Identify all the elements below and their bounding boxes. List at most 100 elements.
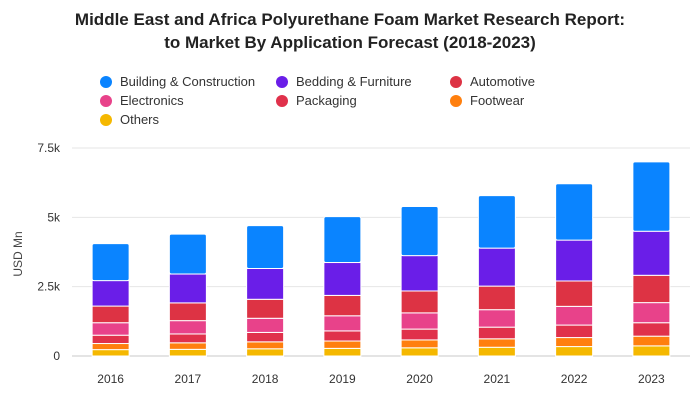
x-tick-label: 2021	[484, 372, 511, 386]
bar-segment-automotive-2021	[477, 285, 516, 311]
legend-swatch	[100, 113, 112, 126]
bar-segment-packaging-2022	[555, 324, 594, 339]
legend-item[interactable]: Automotive	[450, 74, 560, 89]
bar-segment-automotive-2019	[323, 294, 362, 317]
bar-segment-packaging-2017	[168, 333, 207, 344]
y-tick-label: 5k	[47, 210, 61, 224]
bar-segment-building-construction-2019	[323, 216, 362, 264]
legend-swatch	[276, 94, 288, 107]
legend-item[interactable]: Electronics	[100, 93, 276, 108]
legend-label: Packaging	[296, 93, 357, 108]
y-tick-label: 7.5k	[37, 141, 61, 155]
bar-segment-building-construction-2020	[400, 206, 439, 257]
bar-segment-others-2021	[477, 346, 516, 357]
y-tick-label: 0	[53, 349, 60, 363]
bar-segment-footwear-2018	[246, 341, 285, 350]
bar-segment-building-construction-2023	[632, 161, 671, 232]
legend-label: Building & Construction	[120, 74, 256, 89]
x-tick-label: 2020	[406, 372, 433, 386]
bar-stack-2017	[168, 233, 207, 357]
legend-swatch	[100, 94, 112, 107]
bar-stack-2020	[400, 206, 439, 357]
bar-segment-footwear-2021	[477, 338, 516, 348]
bar-segment-packaging-2021	[477, 326, 516, 340]
legend-label: Electronics	[120, 93, 184, 108]
bar-stack-2016	[91, 243, 130, 357]
legend-label: Footwear	[470, 93, 525, 108]
legend-item[interactable]: Packaging	[276, 93, 450, 108]
bar-segment-others-2023	[632, 345, 671, 357]
bar-segment-packaging-2018	[246, 331, 285, 343]
bar-stack-2021	[477, 195, 516, 357]
legend-swatch	[276, 75, 288, 88]
bar-segment-building-construction-2016	[91, 243, 130, 282]
legend-swatch	[450, 75, 462, 88]
y-axis-title: USD Mn	[11, 231, 25, 276]
bar-stack-2018	[246, 225, 285, 357]
bar-segment-others-2020	[400, 347, 439, 357]
bar-segment-others-2017	[168, 348, 207, 357]
bar-segment-automotive-2016	[91, 305, 130, 324]
bar-segment-bedding-furniture-2021	[477, 247, 516, 287]
bar-segment-footwear-2016	[91, 343, 130, 351]
bar-segment-electronics-2021	[477, 309, 516, 328]
bar-segment-others-2016	[91, 349, 130, 357]
bar-segment-electronics-2018	[246, 317, 285, 333]
bar-segment-packaging-2023	[632, 322, 671, 337]
bar-stack-2019	[323, 216, 362, 357]
chart-title-block: Middle East and Africa Polyurethane Foam…	[0, 8, 700, 54]
bar-segment-electronics-2020	[400, 312, 439, 330]
bar-segment-automotive-2018	[246, 298, 285, 319]
bar-segment-building-construction-2021	[477, 195, 516, 249]
bar-segment-bedding-furniture-2016	[91, 280, 130, 307]
bar-segment-others-2018	[246, 348, 285, 357]
x-tick-label: 2023	[638, 372, 665, 386]
legend-item[interactable]: Bedding & Furniture	[276, 74, 450, 89]
legend-item[interactable]: Building & Construction	[100, 74, 276, 89]
bar-segment-footwear-2023	[632, 335, 671, 347]
bar-segment-bedding-furniture-2023	[632, 230, 671, 276]
bar-segment-packaging-2020	[400, 328, 439, 341]
legend-item[interactable]: Footwear	[450, 93, 560, 108]
bar-segment-building-construction-2018	[246, 225, 285, 270]
bar-segment-electronics-2017	[168, 320, 207, 335]
bar-segment-packaging-2016	[91, 334, 130, 345]
chart-subtitle: to Market By Application Forecast (2018-…	[164, 33, 536, 52]
bar-segment-bedding-furniture-2017	[168, 273, 207, 304]
bar-segment-bedding-furniture-2022	[555, 239, 594, 282]
bar-segment-electronics-2016	[91, 322, 130, 336]
bar-stack-2022	[555, 183, 594, 357]
bar-segment-bedding-furniture-2020	[400, 255, 439, 292]
x-tick-label: 2018	[252, 372, 279, 386]
bar-segment-bedding-furniture-2018	[246, 268, 285, 300]
bar-segment-others-2019	[323, 347, 362, 357]
bar-segment-building-construction-2022	[555, 183, 594, 241]
legend-label: Bedding & Furniture	[296, 74, 412, 89]
legend-label: Automotive	[470, 74, 536, 89]
bar-segment-packaging-2019	[323, 330, 362, 342]
x-tick-label: 2016	[97, 372, 124, 386]
bar-segment-electronics-2022	[555, 305, 594, 326]
legend-item[interactable]: Others	[100, 112, 276, 127]
bar-segment-automotive-2023	[632, 274, 671, 304]
legend-label: Others	[120, 112, 160, 127]
bar-segment-building-construction-2017	[168, 233, 207, 275]
legend-swatch	[450, 94, 462, 107]
chart-legend: Building & Construction Bedding & Furnitu…	[100, 74, 560, 127]
x-tick-label: 2022	[561, 372, 588, 386]
bar-segment-bedding-furniture-2019	[323, 262, 362, 296]
x-tick-label: 2019	[329, 372, 356, 386]
bar-stack-2023	[632, 161, 671, 357]
legend-swatch	[100, 75, 112, 88]
chart-title: Middle East and Africa Polyurethane Foam…	[74, 10, 626, 29]
bar-segment-others-2022	[555, 346, 594, 357]
bar-segment-electronics-2019	[323, 315, 362, 332]
bar-segment-footwear-2022	[555, 337, 594, 348]
bar-segment-footwear-2020	[400, 339, 439, 349]
bar-segment-footwear-2019	[323, 340, 362, 349]
y-tick-label: 2.5k	[37, 280, 61, 294]
bar-segment-electronics-2023	[632, 302, 671, 324]
bar-segment-automotive-2020	[400, 290, 439, 314]
